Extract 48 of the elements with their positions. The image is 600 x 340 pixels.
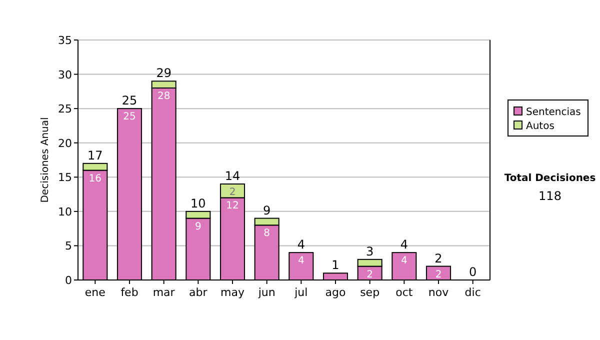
data-label: 12	[226, 200, 239, 212]
x-tick-label: dic	[464, 286, 481, 299]
x-tick-label: oct	[396, 286, 414, 299]
y-tick-label: 0	[65, 274, 72, 287]
x-tick-label: nov	[428, 286, 450, 299]
data-label: 16	[88, 173, 102, 184]
x-tick-label: jun	[257, 286, 276, 299]
data-label: 9	[194, 221, 202, 232]
x-tick-label: may	[220, 286, 245, 299]
x-tick-label: mar	[152, 286, 176, 299]
y-tick-label: 10	[58, 205, 72, 218]
text: Total Decisiones	[504, 173, 596, 184]
y-tick-label: 35	[58, 34, 72, 47]
total-label: 14	[224, 169, 240, 183]
total-label: 10	[190, 196, 206, 210]
total-label: 3	[366, 244, 374, 258]
y-tick-label: 20	[58, 136, 72, 150]
y-axis-title: Decisiones Anual	[40, 117, 51, 203]
total-label: 17	[88, 148, 103, 162]
total-label: 29	[156, 66, 172, 80]
x-tick-label: jul	[294, 286, 308, 299]
y-tick-label: 25	[58, 102, 72, 116]
x-tick-label: ene	[84, 286, 106, 299]
x-tick-label: ago	[325, 286, 346, 299]
data-label: 4	[400, 256, 408, 267]
legend-label: Autos	[526, 121, 554, 132]
total-label: 0	[469, 265, 477, 279]
x-tick-label: abr	[189, 286, 208, 299]
x-tick-label: feb	[120, 286, 138, 299]
data-label: 28	[157, 91, 170, 102]
data-label: 4	[298, 256, 304, 267]
data-label: 2	[366, 269, 374, 280]
y-tick-label: 5	[65, 240, 72, 253]
total-label: 9	[263, 203, 271, 218]
y-tick-label: 15	[58, 171, 72, 184]
data-label: 8	[264, 228, 270, 240]
x-tick-label: sep	[360, 286, 380, 299]
total-label: 1	[332, 258, 340, 272]
data-label: 2	[435, 269, 442, 280]
y-tick-label: 30	[58, 68, 72, 82]
total-label: 25	[122, 94, 138, 108]
legend-label: Sentencias	[526, 107, 581, 118]
total-label: 2	[434, 251, 442, 266]
total-label: 4	[297, 238, 305, 252]
total-label: 4	[400, 238, 408, 252]
data-label: 2	[229, 187, 236, 198]
data-label: 25	[123, 112, 136, 123]
text: 118	[538, 189, 562, 203]
